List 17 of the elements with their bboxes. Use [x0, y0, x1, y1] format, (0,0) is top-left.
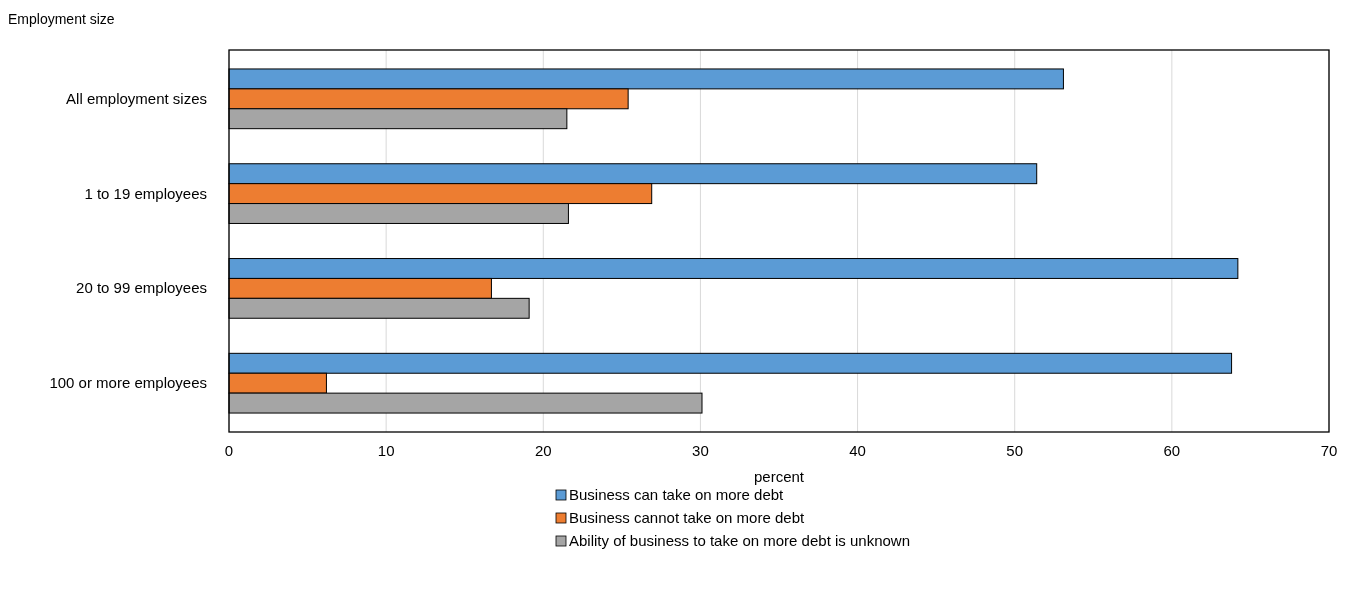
- y-tick-label: All employment sizes: [66, 89, 207, 107]
- y-tick-label: 20 to 99 employees: [76, 279, 207, 297]
- x-tick-label: 60: [1163, 442, 1181, 459]
- y-tick-label: 1 to 19 employees: [84, 184, 207, 202]
- legend-label: Business cannot take on more debt: [569, 509, 805, 526]
- x-tick-label: 30: [692, 442, 709, 459]
- x-tick-label: 20: [534, 442, 552, 459]
- legend-label: Ability of business to take on more debt is unknown: [569, 532, 911, 549]
- x-tick-label: 50: [1006, 442, 1024, 459]
- x-axis-title: percent: [753, 468, 805, 485]
- x-tick-label: 40: [849, 442, 866, 459]
- y-axis-title: Employment size: [8, 11, 115, 27]
- x-tick-label: 70: [1320, 442, 1338, 459]
- x-tick-label: 0: [224, 442, 234, 459]
- x-tick-label: 10: [377, 442, 395, 459]
- y-tick-label: 100 or more employees: [49, 374, 207, 392]
- legend-label: Business can take on more debt: [569, 486, 785, 503]
